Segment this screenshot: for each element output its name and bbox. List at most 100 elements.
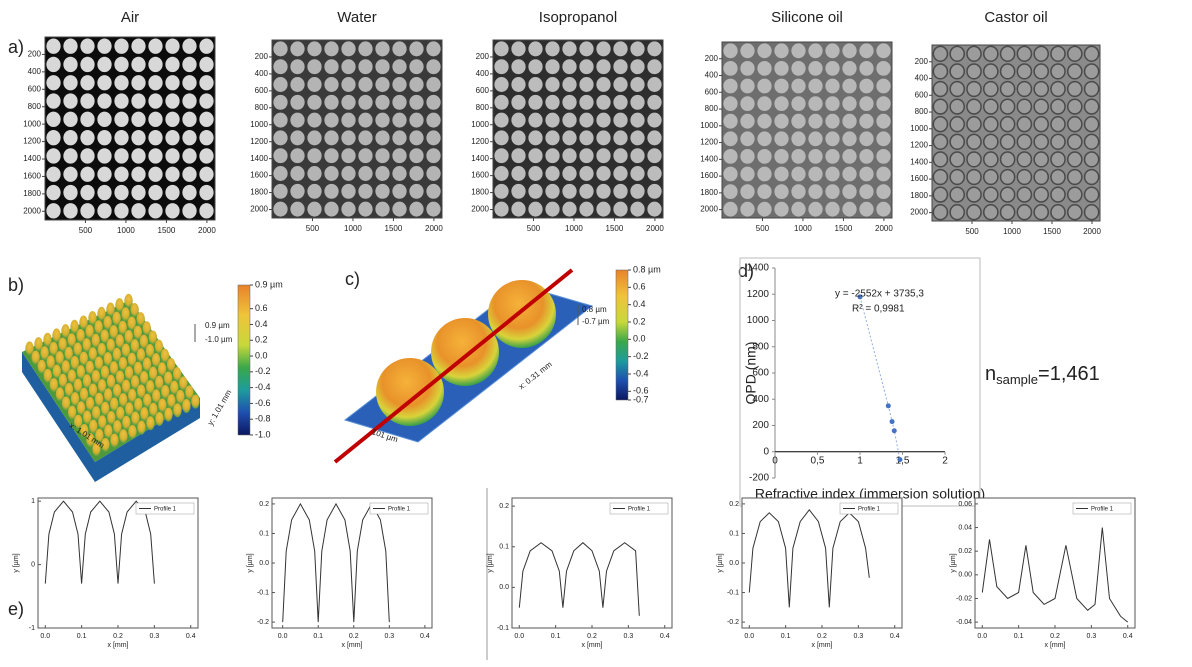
lens-spot [579, 148, 594, 164]
lens-spot [966, 80, 982, 98]
lens-spot [740, 61, 755, 76]
lens-spot [999, 186, 1016, 203]
lens-spot [148, 203, 163, 219]
lens-spot [1033, 80, 1050, 98]
surface-bump [118, 320, 127, 335]
surface-bump [139, 334, 149, 349]
colorbar-tick-label: -0.6 [633, 386, 649, 396]
lens-spot [562, 59, 577, 75]
lens-spot [80, 75, 95, 91]
surface-bump [127, 352, 137, 367]
y-tick-label: 1800 [910, 191, 928, 200]
plot-frame [974, 497, 1136, 629]
lens-spot [562, 77, 577, 92]
lens-spot [596, 201, 611, 217]
y-tick-label: -0.02 [956, 595, 972, 602]
lens-spot [307, 94, 322, 110]
lens-spot [307, 148, 322, 164]
lens-spot [723, 113, 738, 129]
lens-spot [307, 183, 322, 199]
axis-annotation: -0.7 µm [582, 317, 610, 326]
x-tick-label: 500 [306, 224, 320, 233]
lens-spot [949, 45, 966, 62]
lens-spot [1066, 116, 1083, 133]
lens-spot [199, 203, 214, 219]
lens-spot [630, 183, 645, 199]
y-tick-label: 800 [255, 103, 269, 112]
lens-spot [791, 113, 806, 129]
lens-spot [324, 148, 339, 164]
surface-bump [97, 342, 106, 357]
lens-spot [1016, 133, 1033, 150]
lens-spot [426, 183, 441, 199]
colorbar-tick-label: -0.2 [255, 366, 271, 376]
surface-bump [67, 369, 77, 384]
lens-spot [757, 113, 772, 129]
lens-spot [1016, 45, 1033, 62]
surface-bump [91, 406, 101, 421]
y-tick-label: 1800 [471, 188, 489, 197]
y-tick-label: 1000 [910, 124, 928, 133]
surface-bump [145, 343, 155, 358]
surface-bumps [25, 293, 200, 457]
lens-spot [114, 75, 129, 91]
lens-spot [148, 93, 163, 109]
y-tick-label: 0.04 [958, 524, 972, 531]
lens-spot [392, 59, 407, 75]
lens-spot [1066, 133, 1083, 150]
lens-spot [392, 148, 407, 164]
lens-spot [999, 168, 1016, 186]
lens-spot [791, 201, 806, 217]
lens-spot [1016, 63, 1033, 80]
lens-spot [613, 77, 628, 92]
surface-bump [154, 375, 164, 390]
colorbar-tick-label: 0.2 [633, 316, 646, 326]
surface-bump [130, 375, 140, 390]
equation: y = -2552x + 3735,3 [835, 289, 924, 300]
surface-bump [133, 361, 143, 376]
lens-spot [307, 77, 322, 92]
y-tick-label: 1200 [471, 137, 489, 146]
y-tick-label: 600 [705, 87, 719, 96]
y-tick-label: 0.0 [729, 560, 739, 567]
lens-spot [932, 116, 949, 133]
lens-spot [63, 38, 78, 54]
y-tick-label: 200 [476, 52, 490, 61]
lens-spot [1033, 116, 1050, 133]
lens-spot [114, 166, 129, 182]
lens-spot [182, 93, 197, 109]
lens-spot [409, 112, 424, 128]
lens-spot [46, 111, 61, 128]
legend-label: Profile 1 [388, 507, 411, 513]
colorbar-tick-label: -0.8 [255, 414, 271, 424]
x-tick-label: 1500 [158, 226, 176, 235]
x-tick-label: 1000 [794, 224, 812, 233]
surface-bump [101, 437, 110, 452]
surface-bump [136, 312, 145, 327]
lens-spot [63, 56, 78, 73]
lens-spot [97, 148, 112, 164]
y-axis-label: y [µm] [487, 553, 494, 572]
lens-spot [825, 96, 840, 111]
lens-spot [949, 63, 966, 80]
surface-bump [67, 405, 77, 420]
lens-spot [148, 129, 163, 146]
lens-spot [80, 203, 95, 219]
lens-spot [982, 98, 999, 115]
surface-bump [61, 396, 71, 411]
lens-spot [757, 201, 772, 217]
x-tick-label: 500 [79, 226, 93, 235]
y-tick-label: 1000 [23, 119, 41, 128]
lens-spot [528, 77, 543, 92]
surface-bump [100, 329, 109, 344]
colorbar-tick-label: 0.4 [633, 299, 646, 309]
surface-bump [100, 401, 110, 416]
y-tick-label: -0.2 [257, 619, 269, 626]
x-tick-label: 2000 [198, 226, 216, 235]
x-tick-label: 0.3 [384, 633, 394, 640]
lens-spot [375, 130, 390, 146]
y-axis-label: y [µm] [247, 553, 254, 572]
lens-spot [579, 77, 594, 92]
lens-spot [647, 112, 662, 128]
x-tick-label: 1500 [835, 224, 853, 233]
